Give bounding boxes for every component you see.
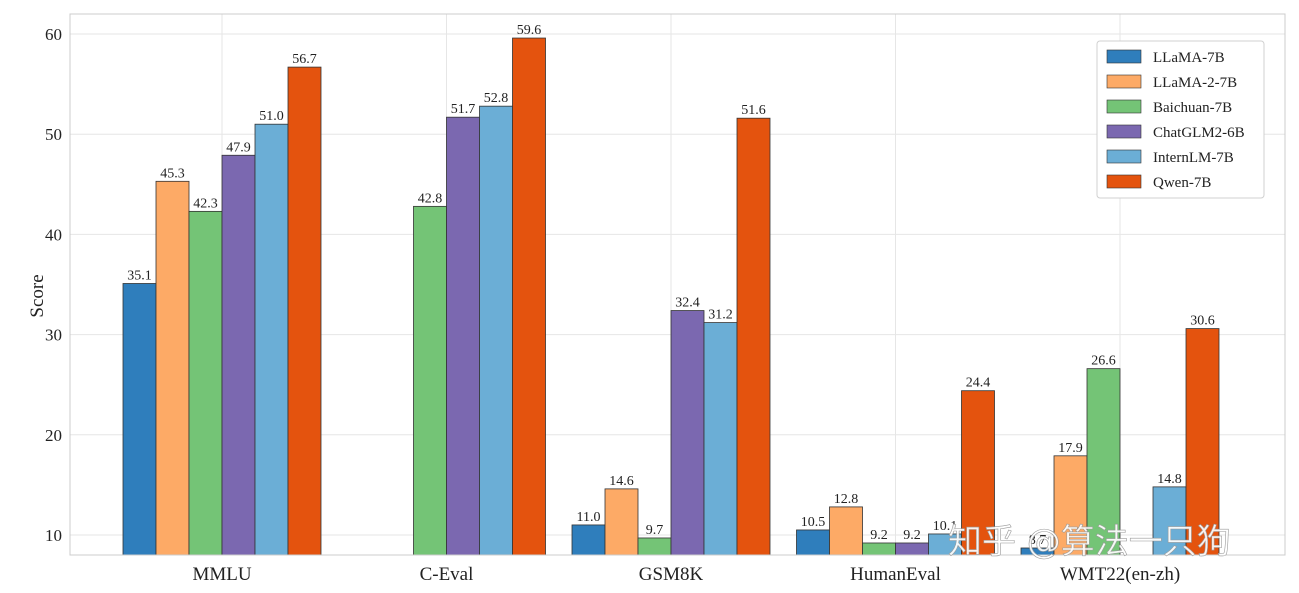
- y-tick-label: 20: [45, 426, 62, 445]
- bar: [155, 180, 190, 556]
- data-label: 14.6: [609, 474, 634, 489]
- legend-entry: LLaMA-7B: [1153, 50, 1225, 66]
- data-label: 24.4: [966, 376, 991, 391]
- data-label: 31.2: [708, 308, 733, 323]
- bar: [188, 210, 223, 556]
- legend-entry: Qwen-7B: [1153, 175, 1211, 191]
- data-label: 9.2: [870, 528, 888, 543]
- data-label: 45.3: [160, 166, 185, 181]
- data-label: 30.6: [1190, 314, 1215, 329]
- bar: [512, 37, 546, 556]
- axes: 10 20 30 40 50 60 MMLU C-Eval GSM8K HumanEval WMT2…: [45, 13, 1286, 585]
- x-tick-label: WMT22(en-zh): [1060, 564, 1180, 585]
- data-label: 26.6: [1091, 354, 1116, 369]
- data-label: 59.6: [517, 23, 542, 38]
- y-axis-label: Score: [27, 274, 48, 317]
- bar: [829, 506, 863, 556]
- legend-entry: ChatGLM2-6B: [1153, 125, 1245, 141]
- bar: [1185, 328, 1220, 556]
- x-tick-label: MMLU: [192, 564, 251, 585]
- legend-entry: InternLM-7B: [1153, 150, 1234, 166]
- data-label: 10.5: [801, 515, 826, 530]
- data-label: 52.8: [484, 91, 509, 106]
- data-label: 10.1: [933, 519, 958, 534]
- bar: [479, 105, 513, 556]
- data-label: 8.7: [1029, 533, 1047, 548]
- bar: [796, 529, 830, 556]
- bar: [1086, 368, 1121, 556]
- data-label: 32.4: [675, 296, 700, 311]
- y-tick-label: 10: [45, 526, 62, 545]
- bar: [703, 322, 738, 556]
- bar: [637, 537, 672, 556]
- bars: [122, 37, 1220, 556]
- y-tick-label: 40: [45, 225, 62, 244]
- bar: [895, 542, 929, 556]
- data-label: 42.8: [418, 191, 443, 206]
- legend-swatch: [1106, 149, 1142, 164]
- data-label: 56.7: [292, 52, 317, 67]
- data-label: 51.7: [451, 102, 476, 117]
- legend-swatch: [1106, 49, 1142, 64]
- x-tick-label: GSM8K: [639, 564, 704, 585]
- legend: LLaMA-7B LLaMA-2-7B Baichuan-7B ChatGLM2-6B…: [1096, 40, 1265, 199]
- watermark: 知乎 @算法一只狗: [948, 522, 1231, 562]
- bar: [961, 390, 995, 556]
- bar: [862, 542, 896, 556]
- bar: [736, 117, 771, 556]
- bar: [122, 283, 157, 556]
- x-tick-label: HumanEval: [850, 564, 941, 585]
- legend-swatch: [1106, 99, 1142, 114]
- bar: [254, 123, 289, 556]
- data-labels: 35.1 11.0 10.5 8.7 45.3 14.6 12.8 17.9 42.3 42.8 9…: [127, 23, 1215, 548]
- legend-swatch: [1106, 174, 1142, 189]
- legend-swatch: [1106, 124, 1142, 139]
- bar: [1053, 455, 1088, 556]
- data-label: 11.0: [577, 510, 601, 525]
- data-label: 9.2: [903, 528, 921, 543]
- data-label: 17.9: [1058, 441, 1083, 456]
- data-label: 35.1: [127, 268, 152, 283]
- bar: [571, 524, 606, 556]
- bar: [221, 154, 256, 556]
- plot-frame: [69, 13, 1286, 556]
- bar: [287, 66, 322, 556]
- legend-entry: LLaMA-2-7B: [1153, 75, 1237, 91]
- bar: [604, 488, 639, 556]
- data-label: 9.7: [646, 523, 664, 538]
- y-tick-label: 50: [45, 125, 62, 144]
- legend-swatch: [1106, 74, 1142, 89]
- bar: [1152, 486, 1187, 556]
- bar: [446, 116, 480, 556]
- data-label: 12.8: [834, 492, 859, 507]
- bar: [413, 205, 447, 556]
- legend-entry: Baichuan-7B: [1153, 100, 1232, 116]
- data-label: 42.3: [193, 196, 218, 211]
- data-label: 14.8: [1157, 472, 1182, 487]
- data-label: 47.9: [226, 140, 251, 155]
- y-tick-label: 60: [45, 25, 62, 44]
- bar: [670, 310, 705, 556]
- x-tick-label: C-Eval: [420, 564, 474, 585]
- y-tick-label: 30: [45, 326, 62, 345]
- data-label: 51.0: [259, 109, 284, 124]
- data-label: 51.6: [741, 103, 766, 118]
